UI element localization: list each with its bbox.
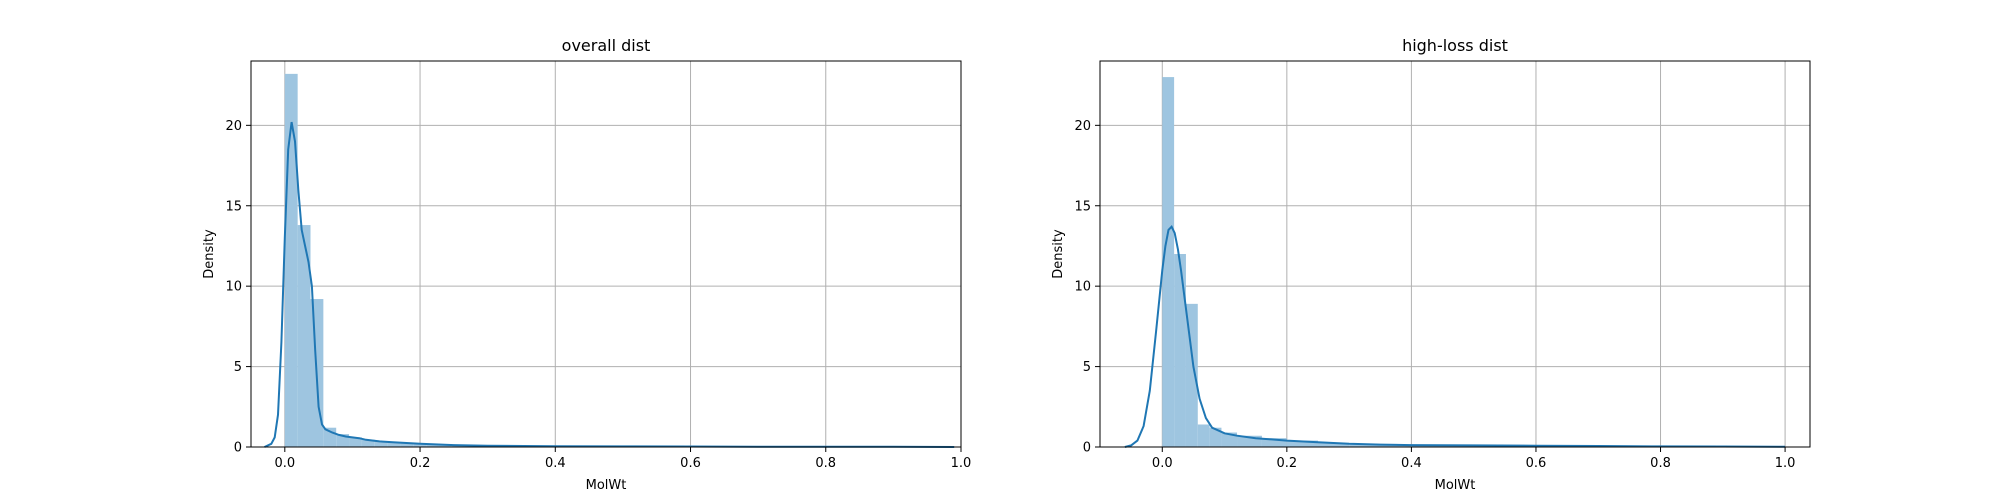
histogram-bar: [1209, 427, 1222, 447]
histogram-bar: [1237, 435, 1262, 447]
histogram-bar: [1261, 438, 1287, 447]
y-tick-label: 20: [1074, 119, 1091, 134]
x-tick-label: 1.0: [951, 456, 972, 471]
x-tick-label: 0.8: [1650, 456, 1671, 471]
x-ticks: 0.0 0.2 0.4 0.6 0.8 1.0: [274, 447, 971, 471]
chart-panel-overall: 0.0 0.2 0.4 0.6 0.8 1.0 0 5 10 15 20 overall dist…: [202, 36, 971, 493]
x-tick-label: 0.4: [545, 456, 566, 471]
histogram-bar: [1174, 254, 1186, 447]
y-ticks: 0 5 10 15 20: [1074, 119, 1100, 456]
y-tick-label: 15: [225, 199, 242, 214]
histogram-bar: [297, 225, 311, 447]
histogram-bar: [1286, 440, 1318, 447]
y-tick-label: 5: [1083, 360, 1091, 375]
grid-lines: [251, 61, 962, 448]
y-tick-label: 20: [225, 119, 242, 134]
x-ticks: 0.0 0.2 0.4 0.6 0.8 1.0: [1152, 447, 1795, 471]
histogram-bar: [1221, 432, 1238, 447]
kde-line: [264, 121, 955, 448]
y-ticks: 0 5 10 15 20: [225, 119, 251, 456]
x-tick-label: 0.6: [1526, 456, 1547, 471]
y-tick-label: 5: [234, 360, 242, 375]
y-axis-label: Density: [202, 229, 217, 279]
y-tick-label: 10: [1074, 280, 1091, 295]
chart-panel-high-loss: 0.0 0.2 0.4 0.6 0.8 1.0 0 5 10 15 20 high-loss di…: [1051, 36, 1811, 493]
x-tick-label: 0.0: [1152, 456, 1173, 471]
x-tick-label: 0.8: [815, 456, 836, 471]
y-tick-label: 0: [234, 441, 242, 456]
histogram-bars: [1162, 77, 1786, 447]
y-tick-label: 10: [225, 280, 242, 295]
x-axis-label: MolWt: [1435, 478, 1476, 493]
histogram-bar: [1185, 303, 1198, 447]
histogram-bars: [284, 73, 953, 447]
chart-title: overall dist: [562, 36, 651, 55]
histogram-bar: [413, 443, 427, 447]
x-tick-label: 1.0: [1775, 456, 1796, 471]
histogram-bar: [349, 437, 362, 447]
axes-frame: [250, 60, 962, 448]
histogram-bar: [426, 444, 439, 447]
x-tick-label: 0.2: [410, 456, 431, 471]
histogram-bar: [361, 439, 375, 447]
histogram-bar: [1197, 424, 1210, 447]
x-tick-label: 0.2: [1276, 456, 1297, 471]
y-tick-label: 0: [1083, 441, 1091, 456]
x-tick-label: 0.4: [1401, 456, 1422, 471]
grid-lines: [1100, 61, 1810, 448]
histogram-bar: [374, 441, 388, 447]
x-axis-label: MolWt: [586, 478, 627, 493]
histogram-bar: [387, 442, 401, 447]
y-axis-label: Density: [1051, 229, 1066, 279]
y-tick-label: 15: [1074, 199, 1091, 214]
chart-title: high-loss dist: [1402, 36, 1508, 55]
x-tick-label: 0.0: [274, 456, 295, 471]
histogram-bar: [438, 444, 452, 447]
histogram-bar: [400, 442, 414, 447]
histogram-bar: [1349, 444, 1412, 447]
histogram-bar: [1162, 77, 1175, 447]
histogram-bar: [1317, 442, 1350, 447]
x-tick-label: 0.6: [680, 456, 701, 471]
kde-line: [1124, 224, 1786, 448]
axes-frame: [1099, 60, 1811, 448]
